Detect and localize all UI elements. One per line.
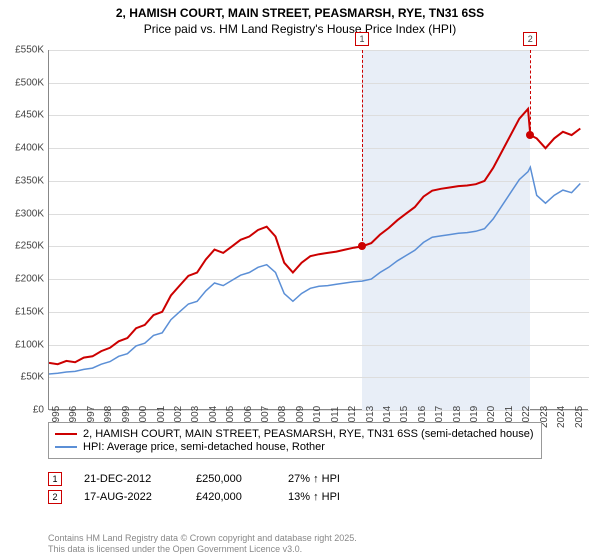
y-axis-label: £250K [15, 241, 44, 252]
y-axis-label: £200K [15, 274, 44, 285]
sale-date: 17-AUG-2022 [84, 491, 174, 503]
legend-item: HPI: Average price, semi-detached house,… [55, 441, 535, 453]
y-axis-label: £0 [33, 405, 44, 416]
sales-table: 1 21-DEC-2012 £250,000 27% ↑ HPI 2 17-AUG-202… [48, 468, 368, 508]
y-axis-label: £450K [15, 110, 44, 121]
footer-line-1: Contains HM Land Registry data © Crown c… [48, 533, 357, 545]
series-hpi [49, 167, 580, 374]
legend-swatch [55, 433, 77, 435]
sale-marker-2: 2 [523, 32, 537, 46]
sale-dot [526, 131, 534, 139]
footer-line-2: This data is licensed under the Open Gov… [48, 544, 357, 556]
sale-row-marker: 2 [48, 490, 62, 504]
sale-hpi-delta: 13% ↑ HPI [288, 491, 368, 503]
chart-title: 2, HAMISH COURT, MAIN STREET, PEASMARSH,… [0, 0, 600, 22]
sale-row-marker: 1 [48, 472, 62, 486]
y-axis-label: £150K [15, 306, 44, 317]
sale-marker-1: 1 [355, 32, 369, 46]
chart-area: 12 £0£50K£100K£150K£200K£250K£300K£350K£… [48, 50, 588, 410]
sale-date: 21-DEC-2012 [84, 473, 174, 485]
chart-subtitle: Price paid vs. HM Land Registry's House … [0, 22, 600, 40]
series-price_paid [49, 109, 580, 364]
line-series [49, 50, 589, 410]
sale-price: £420,000 [196, 491, 266, 503]
legend-label: 2, HAMISH COURT, MAIN STREET, PEASMARSH,… [83, 428, 534, 440]
sale-row: 2 17-AUG-2022 £420,000 13% ↑ HPI [48, 490, 368, 504]
sale-row: 1 21-DEC-2012 £250,000 27% ↑ HPI [48, 472, 368, 486]
y-axis-label: £350K [15, 175, 44, 186]
sale-dashline [530, 50, 531, 135]
footer-attribution: Contains HM Land Registry data © Crown c… [48, 533, 357, 556]
plot-region: 12 [48, 50, 588, 410]
y-axis-label: £400K [15, 143, 44, 154]
sale-price: £250,000 [196, 473, 266, 485]
legend-label: HPI: Average price, semi-detached house,… [83, 441, 325, 453]
sale-dashline [362, 50, 363, 246]
x-axis-label: 2024 [556, 406, 567, 428]
legend-item: 2, HAMISH COURT, MAIN STREET, PEASMARSH,… [55, 428, 535, 440]
y-axis-label: £100K [15, 339, 44, 350]
legend: 2, HAMISH COURT, MAIN STREET, PEASMARSH,… [48, 422, 542, 459]
sale-dot [358, 242, 366, 250]
y-axis-label: £50K [21, 372, 44, 383]
x-axis-label: 2025 [574, 406, 585, 428]
y-axis-label: £550K [15, 45, 44, 56]
y-axis-label: £500K [15, 77, 44, 88]
y-axis-label: £300K [15, 208, 44, 219]
legend-swatch [55, 446, 77, 448]
sale-hpi-delta: 27% ↑ HPI [288, 473, 368, 485]
